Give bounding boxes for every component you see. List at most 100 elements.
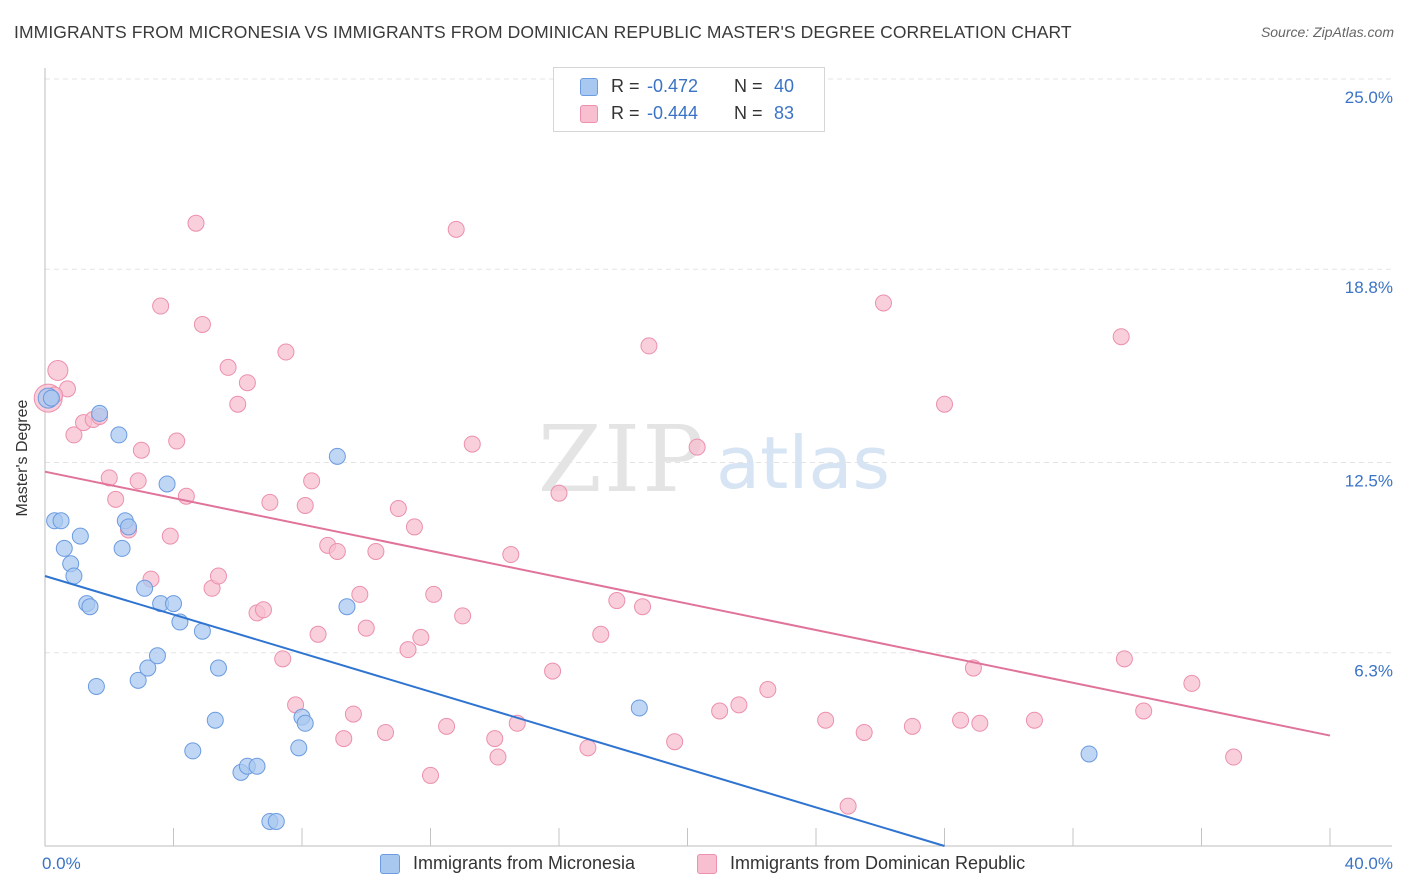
data-point-dominican-republic [274, 650, 292, 668]
series-legend-label: Immigrants from Dominican Republic [730, 853, 1026, 873]
legend-n-label: N = [734, 76, 763, 96]
data-point-dominican-republic [855, 723, 873, 741]
data-point-micronesia [81, 598, 99, 616]
data-point-micronesia [209, 659, 227, 677]
x-tick-label: 40.0% [1345, 854, 1393, 873]
trend-line-micronesia [44, 575, 945, 847]
data-point-micronesia [184, 742, 202, 760]
axes [44, 68, 1392, 847]
data-point-dominican-republic [296, 496, 314, 514]
data-point-dominican-republic [640, 337, 658, 355]
data-point-micronesia [129, 671, 147, 689]
data-point-dominican-republic [303, 472, 321, 490]
data-point-dominican-republic [425, 585, 443, 603]
x-tick-label: 0.0% [42, 854, 81, 873]
data-point-micronesia [52, 512, 70, 530]
data-point-micronesia [248, 757, 266, 775]
data-point-micronesia [136, 579, 154, 597]
series-legend-swatch-micronesia [380, 854, 400, 874]
data-point-micronesia [630, 699, 648, 717]
legend-r-label: R = [611, 103, 640, 123]
data-point-dominican-republic [438, 717, 456, 735]
series-dominican-republic-points [33, 214, 1243, 815]
chart-title: IMMIGRANTS FROM MICRONESIA VS IMMIGRANTS… [14, 22, 1072, 42]
data-point-dominican-republic [328, 542, 346, 560]
data-point-dominican-republic [454, 607, 472, 625]
data-point-micronesia [87, 677, 105, 695]
data-point-micronesia [110, 426, 128, 444]
data-point-dominican-republic [187, 214, 205, 232]
data-point-dominican-republic [377, 723, 395, 741]
data-point-dominican-republic [405, 518, 423, 536]
legend-n-label: N = [734, 103, 763, 123]
data-point-dominican-republic [238, 374, 256, 392]
data-point-dominican-republic [107, 490, 125, 508]
data-point-micronesia [1080, 745, 1098, 763]
y-tick-label: 12.5% [1345, 472, 1393, 491]
data-point-dominican-republic [161, 527, 179, 545]
data-point-micronesia [42, 389, 60, 407]
data-point-dominican-republic [1025, 711, 1043, 729]
data-point-micronesia [206, 711, 224, 729]
data-point-dominican-republic [129, 472, 147, 490]
data-point-dominican-republic [544, 662, 562, 680]
legend-r-value: -0.444 [647, 103, 699, 123]
data-point-micronesia [165, 595, 182, 613]
data-point-dominican-republic [412, 628, 430, 646]
data-point-micronesia [55, 539, 73, 557]
data-point-dominican-republic [1115, 650, 1133, 668]
data-point-dominican-republic [489, 748, 507, 766]
data-point-dominican-republic [952, 711, 970, 729]
data-point-dominican-republic [1225, 748, 1243, 766]
legend-row-micronesia: R = -0.472 N = 40 [554, 74, 824, 100]
y-tick-label: 18.8% [1345, 278, 1393, 297]
data-point-micronesia [296, 714, 314, 732]
watermark-atlas: atlas [716, 421, 890, 505]
data-point-dominican-republic [344, 705, 362, 723]
data-point-dominican-republic [936, 395, 953, 413]
data-point-dominican-republic [132, 441, 150, 459]
data-point-micronesia [91, 404, 109, 422]
data-point-dominican-republic [592, 625, 610, 643]
data-point-dominican-republic [666, 733, 684, 751]
source-label: Source: ZipAtlas.com [1260, 24, 1394, 40]
data-point-dominican-republic [608, 592, 626, 610]
data-point-micronesia [290, 739, 308, 757]
series-micronesia-points [37, 387, 1098, 830]
data-point-dominican-republic [579, 739, 597, 757]
legend-swatch-micronesia [580, 78, 598, 96]
correlation-legend: R = -0.472 N = 40 R = -0.444 N = 83 [553, 67, 825, 132]
data-point-dominican-republic [168, 432, 186, 450]
axis-ticks: 6.3% 12.5% 18.8% 25.0% 0.0% 40.0% [42, 88, 1393, 873]
data-point-micronesia [65, 567, 83, 585]
data-point-dominican-republic [759, 681, 777, 699]
data-point-dominican-republic [193, 315, 211, 333]
data-point-micronesia [148, 647, 166, 665]
data-point-micronesia [267, 812, 285, 830]
data-point-dominican-republic [502, 546, 520, 564]
data-point-dominican-republic [839, 797, 857, 815]
data-point-micronesia [328, 447, 346, 465]
data-point-dominican-republic [261, 493, 279, 511]
data-point-dominican-republic [730, 696, 748, 714]
data-point-dominican-republic [1112, 328, 1130, 346]
data-point-dominican-republic [219, 358, 237, 376]
y-tick-label: 25.0% [1345, 88, 1393, 107]
series-legend-label: Immigrants from Micronesia [413, 853, 636, 873]
trend-line-dominican-republic [44, 470, 1331, 737]
data-point-dominican-republic [399, 641, 417, 659]
data-point-dominican-republic [550, 484, 568, 502]
data-point-dominican-republic [486, 730, 504, 748]
data-point-dominican-republic [874, 294, 892, 312]
data-point-micronesia [71, 527, 89, 545]
data-point-dominican-republic [351, 585, 369, 603]
data-point-micronesia [113, 539, 131, 557]
data-point-dominican-republic [65, 426, 83, 444]
data-point-dominican-republic [1135, 702, 1153, 720]
legend-row-dominican-republic: R = -0.444 N = 83 [554, 101, 824, 127]
data-point-dominican-republic [971, 714, 989, 732]
data-point-dominican-republic [422, 766, 439, 784]
data-point-dominican-republic [688, 438, 706, 456]
data-point-micronesia [139, 659, 157, 677]
